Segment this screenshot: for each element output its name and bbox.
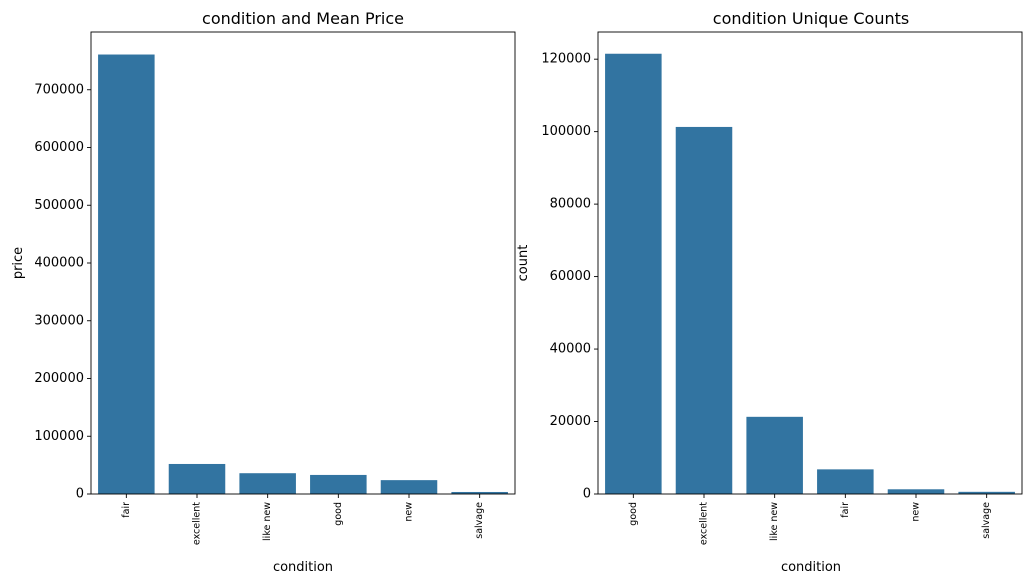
unique-counts-y-tick-label: 80000 [550,197,591,212]
unique-counts-bar-good [605,53,662,495]
mean-price-chart-title: condition and Mean Price [202,9,404,28]
unique-counts-x-tick-label: excellent [699,502,710,545]
unique-counts-x-tick-label: salvage [981,502,992,539]
unique-counts-x-tick-label: good [628,502,639,526]
mean-price-y-ticks: 0 100000 200000 300000 400000 500000 600000 700… [34,82,91,502]
unique-counts-y-tick-label: 20000 [550,414,591,429]
mean-price-bar-good [310,474,367,494]
mean-price-x-tick-label: salvage [474,502,485,539]
mean-price-x-tick-label: good [333,502,344,526]
unique-counts-bar-salvage [958,491,1015,494]
mean-price-y-tick-label: 200000 [34,371,84,386]
mean-price-y-tick-label: 100000 [34,429,84,444]
mean-price-y-tick-label: 400000 [34,256,84,271]
mean-price-x-axis-label: condition [273,560,333,575]
unique-counts-x-tick-label: fair [840,502,851,518]
unique-counts-x-ticks: good excellent like new fair new salvage [628,494,992,545]
unique-counts-y-ticks: 0 20000 40000 60000 80000 100000 120000 [541,52,598,502]
mean-price-y-tick-label: 500000 [34,198,84,213]
mean-price-chart: condition and Mean Price condition price… [11,9,516,575]
unique-counts-bar-new [887,489,945,494]
unique-counts-chart-title: condition Unique Counts [713,9,909,28]
mean-price-bars [98,54,508,495]
unique-counts-x-tick-label: like new [769,502,780,541]
mean-price-y-axis-label: price [11,247,26,279]
mean-price-y-tick-label: 300000 [34,313,84,328]
unique-counts-y-axis-label: count [516,245,531,282]
mean-price-y-tick-label: 600000 [34,140,84,155]
unique-counts-plot-frame [597,31,1023,495]
mean-price-y-tick-label: 0 [76,487,84,502]
mean-price-x-tick-label: new [404,502,415,522]
unique-counts-y-tick-label: 60000 [550,269,591,284]
unique-counts-chart: condition Unique Counts condition count … [516,9,1023,575]
unique-counts-bar-excellent [675,126,733,494]
mean-price-bar-fair [98,54,155,495]
unique-counts-bar-like-new [746,416,803,494]
mean-price-x-ticks: fair excellent like new good new salvage [121,494,485,545]
unique-counts-bar-fair [817,469,874,494]
mean-price-x-tick-label: fair [121,502,132,518]
mean-price-x-tick-label: like new [262,502,273,541]
unique-counts-y-tick-label: 100000 [541,124,591,139]
mean-price-bar-new [380,480,438,494]
mean-price-bar-salvage [451,491,508,494]
unique-counts-y-tick-label: 120000 [541,52,591,67]
mean-price-bar-like-new [239,473,296,494]
unique-counts-x-axis-label: condition [781,560,841,575]
mean-price-y-tick-label: 700000 [34,82,84,97]
mean-price-x-tick-label: excellent [192,502,203,545]
unique-counts-x-tick-label: new [911,502,922,522]
unique-counts-bars [605,53,1015,495]
mean-price-plot-frame [90,31,516,495]
unique-counts-y-tick-label: 40000 [550,342,591,357]
unique-counts-y-tick-label: 0 [583,487,591,502]
mean-price-bar-excellent [168,463,226,494]
